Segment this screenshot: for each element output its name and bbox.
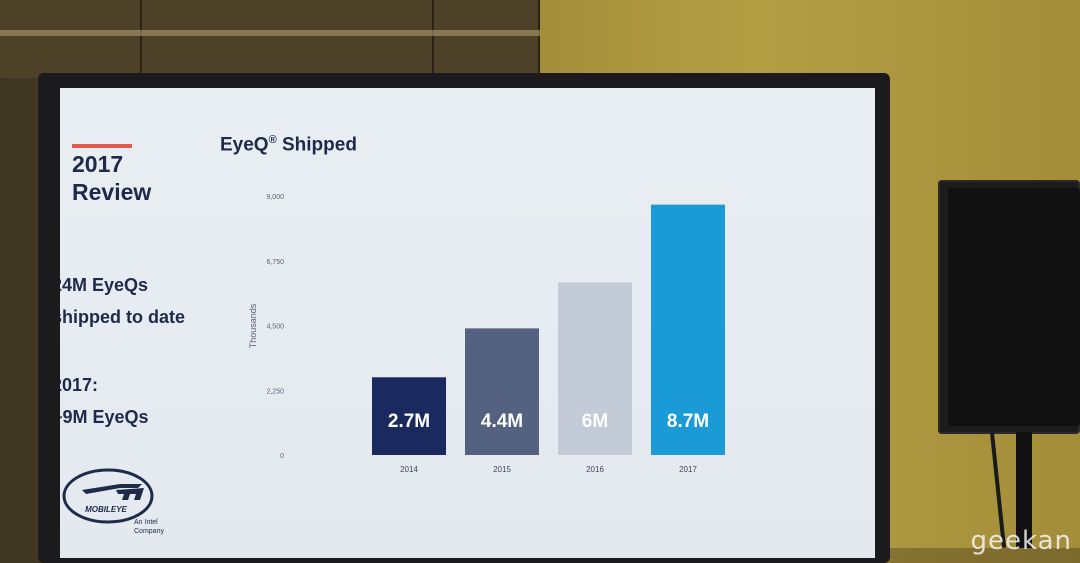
wall-trim	[0, 30, 540, 36]
x-tick-label: 2014	[400, 465, 418, 474]
y-tick-label: 9,000	[266, 194, 284, 201]
y-axis-label: Thousands	[248, 303, 258, 348]
chart-title-text: EyeQ	[220, 134, 269, 156]
chart-title: EyeQ® Shipped	[220, 134, 357, 156]
bar-2017	[651, 204, 725, 455]
registered-mark: ®	[268, 134, 277, 146]
stat-2017-line1: 2017:	[60, 375, 99, 395]
bar-2016	[558, 282, 632, 455]
bar-data-label: 6M	[582, 411, 608, 432]
bar-data-label: 8.7M	[667, 411, 709, 432]
logo-wordmark: MOBILEYE	[85, 505, 127, 514]
bar-data-label: 2.7M	[388, 411, 430, 432]
y-tick-label: 4,500	[266, 324, 284, 331]
stat-shipped-line1: 24M EyeQs	[60, 275, 149, 295]
stat-2017-line2: ~9M EyeQs	[60, 407, 149, 427]
bar-2014	[372, 377, 446, 455]
section-title: 2017 Review	[72, 151, 152, 205]
bar-2015	[465, 328, 539, 455]
wall-panel	[142, 0, 434, 78]
speaker-stand	[1016, 432, 1032, 548]
wall-panel	[434, 0, 540, 78]
x-tick-label: 2015	[493, 465, 511, 474]
bar-data-label: 4.4M	[481, 411, 523, 432]
logo-subtitle: An Intel Company	[134, 519, 164, 535]
stat-shipped-line2: shipped to date	[60, 307, 186, 327]
x-tick-label: 2016	[586, 465, 604, 474]
accent-bar	[72, 144, 132, 148]
chart-title-suffix: Shipped	[276, 134, 357, 156]
wall-panel	[0, 0, 142, 78]
y-tick-label: 6,750	[266, 259, 284, 266]
speaker-grille	[948, 188, 1080, 426]
bar-chart: 0 2,250 4,500 6,750 9,000 Thousands 2.7M 2014 4.…	[248, 194, 725, 474]
y-tick-label: 2,250	[266, 388, 284, 395]
slide-screen: 2017 Review 24M EyeQs shipped to date 20…	[60, 88, 875, 558]
y-tick-label: 0	[280, 453, 284, 460]
mobileye-logo: MOBILEYE	[62, 468, 154, 524]
watermark: geekan	[970, 526, 1072, 556]
x-tick-label: 2017	[679, 465, 697, 474]
